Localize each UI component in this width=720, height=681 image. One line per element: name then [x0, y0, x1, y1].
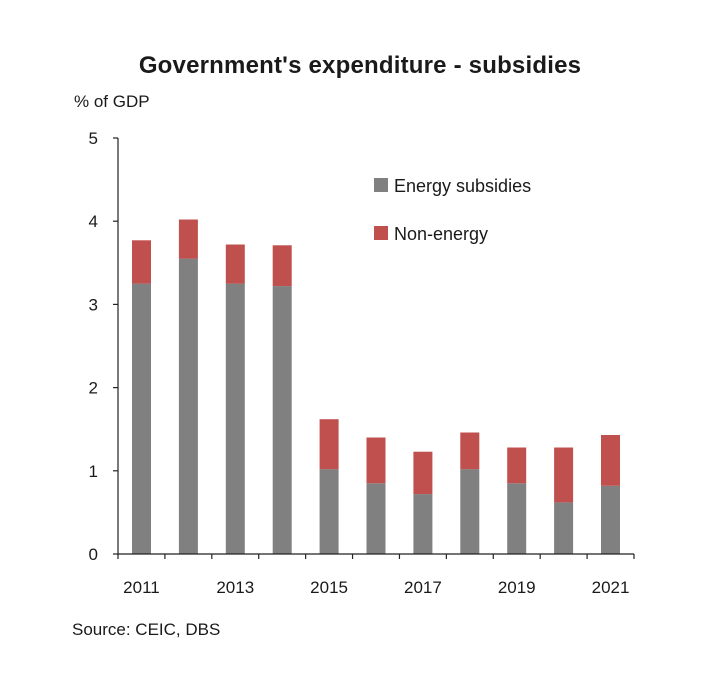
bar-energy-2017: [413, 494, 433, 554]
y-axis-unit-label: % of GDP: [74, 92, 150, 111]
bar-non-energy-2021: [601, 435, 620, 486]
y-tick-label-0: 0: [89, 545, 98, 564]
bar-energy-2013: [225, 283, 245, 554]
bar-energy-2020: [554, 502, 574, 554]
x-tick-label-2011: 2011: [123, 578, 160, 597]
source-note: Source: CEIC, DBS: [72, 620, 221, 639]
bar-non-energy-2018: [460, 432, 480, 470]
bar-energy-2019: [507, 483, 527, 554]
bar-non-energy-2016: [366, 437, 386, 484]
legend-swatch-energy: [374, 178, 388, 192]
x-tick-label-2013: 2013: [216, 578, 254, 597]
bar-energy-2015: [319, 469, 339, 554]
bar-non-energy-2012: [178, 219, 198, 259]
y-tick-label-3: 3: [89, 295, 98, 314]
bar-energy-2012: [178, 258, 198, 554]
bar-energy-2021: [601, 485, 620, 554]
chart-title: Government's expenditure - subsidies: [138, 52, 582, 79]
bar-energy-2018: [460, 469, 480, 554]
bar-non-energy-2013: [225, 244, 245, 284]
x-tick-label-2021: 2021: [592, 578, 630, 597]
bar-non-energy-2015: [319, 419, 339, 470]
bar-non-energy-2014: [272, 245, 292, 287]
bar-energy-2016: [366, 483, 386, 554]
legend-swatch-non-energy: [374, 226, 388, 240]
y-tick-label-1: 1: [89, 462, 98, 481]
y-tick-label-2: 2: [89, 379, 98, 398]
legend-label-non-energy: Non-energy: [394, 224, 488, 244]
bar-non-energy-2011: [132, 240, 151, 284]
bar-non-energy-2017: [413, 451, 433, 495]
x-tick-label-2017: 2017: [404, 578, 442, 597]
x-tick-label-2019: 2019: [498, 578, 536, 597]
legend-label-energy: Energy subsidies: [394, 176, 531, 196]
bar-non-energy-2019: [507, 447, 527, 484]
y-tick-label-4: 4: [89, 212, 98, 231]
x-tick-label-2015: 2015: [310, 578, 348, 597]
bar-energy-2011: [132, 283, 151, 554]
y-tick-label-5: 5: [89, 129, 98, 148]
bar-energy-2014: [272, 286, 292, 554]
bar-non-energy-2020: [554, 447, 574, 503]
